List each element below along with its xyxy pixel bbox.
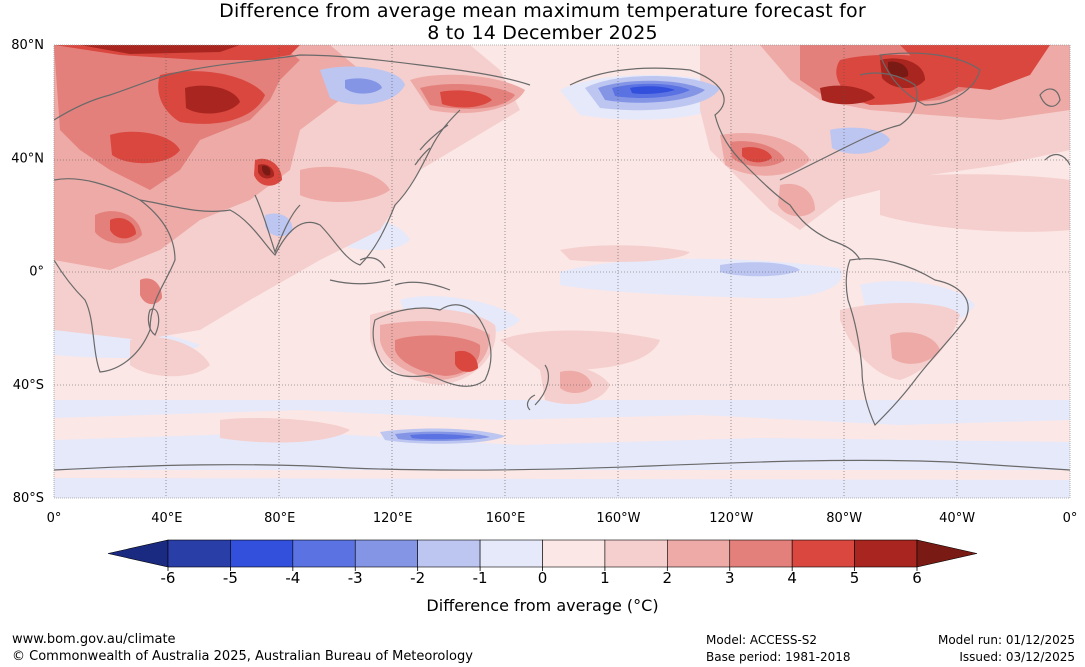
colorbar-swatch [791, 539, 855, 568]
colorbar-tick-label: -1 [473, 569, 488, 587]
colorbar-tick-label: -6 [161, 569, 176, 587]
colorbar-swatch [479, 539, 543, 568]
chart-title-line1: Difference from average mean maximum tem… [219, 0, 866, 22]
anomaly-field [54, 45, 1070, 498]
lon-label: 120°W [709, 511, 753, 526]
colorbar-tick-label: 0 [538, 569, 548, 587]
lon-label: 80°W [826, 511, 862, 526]
colorbar-tick-label: -5 [223, 569, 238, 587]
footer-base-period: Base period: 1981-2018 [706, 650, 851, 664]
lat-label: 40°S [13, 378, 44, 393]
footer-model-info: Model: ACCESS-S2 Base period: 1981-2018 [706, 632, 851, 666]
graticule [54, 45, 1070, 498]
colorbar-tick-label: 3 [725, 569, 735, 587]
coastlines [54, 52, 1070, 471]
colorbar-tick-label: 1 [600, 569, 610, 587]
colorbar-tick-label: 6 [912, 569, 922, 587]
footer-dates: Model run: 01/12/2025 Issued: 03/12/2025 [938, 632, 1075, 666]
map-frame [53, 44, 1071, 499]
chart-title-line2: 8 to 14 December 2025 [427, 22, 658, 44]
colorbar-swatch [729, 539, 793, 568]
anomaly-region-over6 [262, 61, 909, 176]
colorbar-swatch [230, 539, 294, 568]
lon-label: 120°E [373, 511, 413, 526]
lat-label: 40°N [11, 151, 44, 166]
lon-label: 80°E [264, 511, 295, 526]
colorbar-tick-label: -4 [285, 569, 300, 587]
colorbar-extend-high [916, 539, 978, 568]
colorbar-tick-label: -3 [348, 569, 363, 587]
footer-credits: www.bom.gov.au/climate © Commonwealth of… [12, 631, 473, 665]
colorbar-swatch [854, 539, 918, 568]
footer-copyright: © Commonwealth of Australia 2025, Austra… [12, 649, 473, 664]
colorbar-swatch [604, 539, 668, 568]
colorbar-extend-low [107, 539, 169, 568]
latitude-labels: 80°N 40°N 0° 40°S 80°S [11, 38, 44, 506]
footer-issued: Issued: 03/12/2025 [959, 650, 1075, 664]
anomaly-region-minus5 [630, 86, 675, 94]
colorbar-tick-label: -2 [410, 569, 425, 587]
lon-label: 160°W [596, 511, 640, 526]
colorbar: -6 -5 -4 -3 -2 -1 0 1 2 3 4 5 6 [107, 539, 978, 587]
longitude-labels: 0° 40°E 80°E 120°E 160°E 160°W 120°W 80°W 40°W 0° [47, 511, 1078, 526]
colorbar-swatch [292, 539, 356, 568]
footer-model: Model: ACCESS-S2 [706, 633, 818, 647]
colorbar-label: Difference from average (°C) [426, 596, 659, 615]
lat-label: 0° [29, 265, 44, 280]
colorbar-swatch [667, 539, 731, 568]
lat-label: 80°N [11, 38, 44, 53]
colorbar-tick-label: 4 [787, 569, 797, 587]
lon-label: 0° [1063, 511, 1078, 526]
colorbar-tick-label: 2 [663, 569, 673, 587]
anomaly-region-plus5 [80, 45, 925, 179]
colorbar-swatch [417, 539, 481, 568]
colorbar-swatch [167, 539, 231, 568]
lon-label: 40°W [939, 511, 975, 526]
footer-url[interactable]: www.bom.gov.au/climate [12, 632, 176, 647]
colorbar-swatch [354, 539, 418, 568]
lat-label: 80°S [13, 491, 44, 506]
lon-label: 0° [47, 511, 62, 526]
colorbar-tick-label: 5 [850, 569, 860, 587]
lon-label: 40°E [151, 511, 182, 526]
lon-label: 160°E [486, 511, 526, 526]
footer-model-run: Model run: 01/12/2025 [937, 633, 1075, 647]
colorbar-swatch [542, 539, 606, 568]
